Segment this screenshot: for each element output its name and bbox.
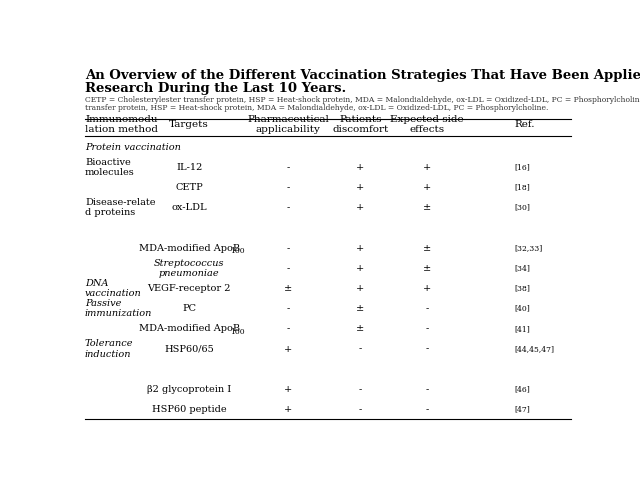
Text: -: - (426, 345, 429, 354)
Text: 100: 100 (230, 247, 245, 255)
Text: transfer protein, HSP = Heat-shock protein, MDA = Malondialdehyde, ox-LDL = Oxid: transfer protein, HSP = Heat-shock prote… (85, 104, 548, 112)
Text: MDA-modified ApoB: MDA-modified ApoB (138, 324, 240, 334)
Text: [46]: [46] (514, 385, 530, 394)
Text: +: + (356, 163, 364, 172)
Text: ±: ± (423, 244, 431, 252)
Text: VEGF-receptor 2: VEGF-receptor 2 (147, 284, 231, 293)
Text: An Overview of the Different Vaccination Strategies That Have Been Applied in At: An Overview of the Different Vaccination… (85, 69, 640, 82)
Text: IL-12: IL-12 (176, 163, 202, 172)
Text: -: - (358, 405, 362, 414)
Text: ±: ± (423, 203, 431, 212)
Text: +: + (356, 284, 364, 293)
Text: -: - (287, 203, 290, 212)
Text: -: - (358, 345, 362, 354)
Text: +: + (423, 183, 431, 192)
Text: DNA
vaccination: DNA vaccination (85, 279, 141, 298)
Text: Disease-relate
d proteins: Disease-relate d proteins (85, 198, 156, 217)
Text: ox-LDL: ox-LDL (172, 203, 207, 212)
Text: -: - (287, 183, 290, 192)
Text: β2 glycoprotein I: β2 glycoprotein I (147, 385, 231, 394)
Text: Bioactive
molecules: Bioactive molecules (85, 157, 134, 177)
Text: [30]: [30] (514, 204, 530, 212)
Text: Passive
immunization: Passive immunization (85, 299, 152, 318)
Text: [18]: [18] (514, 183, 530, 192)
Text: -: - (426, 304, 429, 313)
Text: CETP: CETP (175, 183, 203, 192)
Text: -: - (287, 264, 290, 273)
Text: [40]: [40] (514, 305, 530, 313)
Text: CETP = Cholesterylester transfer protein, HSP = Heat-shock protein, MDA = Malond: CETP = Cholesterylester transfer protein… (85, 96, 640, 104)
Text: -: - (287, 163, 290, 172)
Text: Patients
discomfort: Patients discomfort (332, 115, 388, 134)
Text: -: - (426, 385, 429, 394)
Text: Ref.: Ref. (514, 120, 534, 129)
Text: ±: ± (284, 284, 292, 293)
Text: -: - (426, 405, 429, 414)
Text: [38]: [38] (514, 285, 530, 292)
Text: +: + (356, 203, 364, 212)
Text: +: + (356, 244, 364, 252)
Text: -: - (358, 385, 362, 394)
Text: [47]: [47] (514, 406, 530, 414)
Text: Targets: Targets (169, 120, 209, 129)
Text: -: - (287, 324, 290, 334)
Text: [41]: [41] (514, 325, 530, 333)
Text: -: - (426, 324, 429, 334)
Text: 100: 100 (230, 327, 245, 336)
Text: ±: ± (423, 264, 431, 273)
Text: +: + (284, 405, 292, 414)
Text: +: + (356, 264, 364, 273)
Text: +: + (284, 385, 292, 394)
Text: -: - (287, 304, 290, 313)
Text: Tolerance
induction: Tolerance induction (85, 339, 134, 359)
Text: MDA-modified ApoB: MDA-modified ApoB (138, 244, 240, 252)
Text: HSP60 peptide: HSP60 peptide (152, 405, 227, 414)
Text: [44,45,47]: [44,45,47] (514, 345, 554, 353)
Text: Expected side
effects: Expected side effects (390, 115, 464, 134)
Text: Streptococcus
pneumoniae: Streptococcus pneumoniae (154, 259, 225, 278)
Text: -: - (287, 244, 290, 252)
Text: HSP60/65: HSP60/65 (164, 345, 214, 354)
Text: Pharmaceutical
applicability: Pharmaceutical applicability (248, 115, 329, 134)
Text: Immunomodu
lation method: Immunomodu lation method (85, 115, 158, 134)
Text: [16]: [16] (514, 163, 530, 171)
Text: ±: ± (356, 324, 364, 334)
Text: [32,33]: [32,33] (514, 244, 542, 252)
Text: +: + (423, 284, 431, 293)
Text: +: + (284, 345, 292, 354)
Text: +: + (356, 183, 364, 192)
Text: [34]: [34] (514, 264, 530, 272)
Text: ±: ± (356, 304, 364, 313)
Text: Research During the Last 10 Years.: Research During the Last 10 Years. (85, 82, 346, 95)
Text: Protein vaccination: Protein vaccination (85, 143, 181, 152)
Text: PC: PC (182, 304, 196, 313)
Text: +: + (423, 163, 431, 172)
